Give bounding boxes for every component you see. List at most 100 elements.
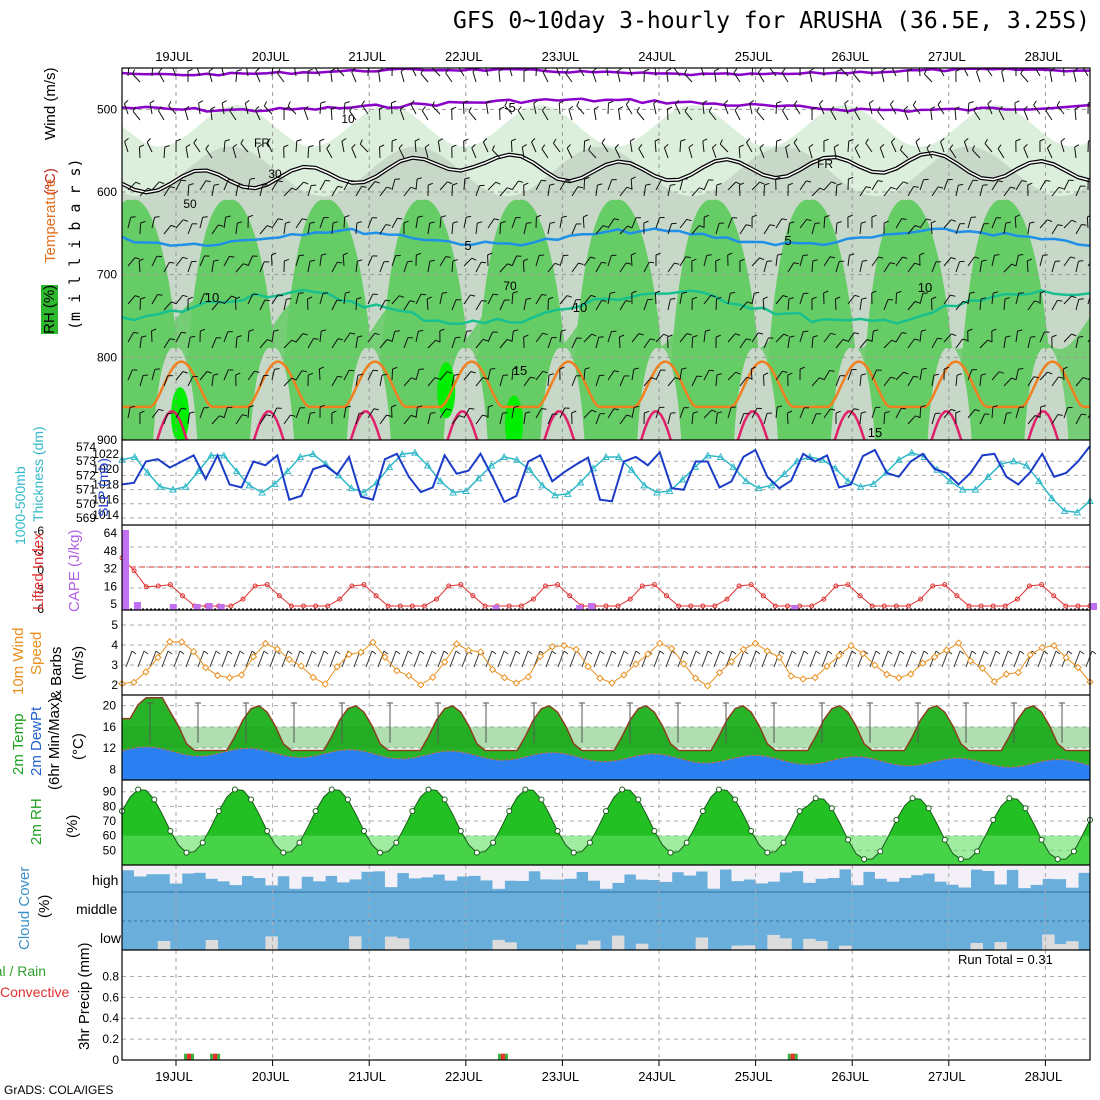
- wind-barb: [1003, 337, 1007, 349]
- wind10-barb: [449, 650, 457, 668]
- wind-barb: [124, 141, 129, 153]
- wind10-marker: [440, 658, 449, 666]
- wind-barb: [307, 261, 311, 273]
- wind-barb: [487, 181, 497, 191]
- slp-ylabel: SLP (mb): [95, 458, 111, 517]
- thickness-marker: [538, 481, 547, 489]
- wind-barb-flag: [526, 297, 532, 300]
- wind-barb-flag: [392, 366, 398, 370]
- wind10-barb-flag: [383, 650, 389, 655]
- rh2m-marker: [845, 836, 851, 843]
- wind-barb: [487, 293, 494, 305]
- wind-barb: [763, 261, 768, 273]
- cloud-high-gap: [576, 865, 589, 872]
- wind-barb: [235, 336, 238, 349]
- thickness-marker: [831, 464, 840, 472]
- wind10-marker: [751, 639, 760, 647]
- thickness-marker: [270, 479, 279, 487]
- wind-barb: [427, 377, 436, 387]
- wind-barb-flag: [1064, 63, 1069, 65]
- wind10-barb: [713, 650, 721, 668]
- thickness-marker: [385, 462, 394, 470]
- wind10-marker: [536, 652, 544, 661]
- wind-barb-flag: [530, 376, 536, 379]
- wind10-barb-flag: [791, 650, 797, 655]
- wind-barb-flag: [590, 294, 596, 298]
- wind-barb-flag: [344, 215, 350, 218]
- wind-barb-flag: [303, 106, 309, 110]
- wind-barb-flag: [332, 221, 338, 224]
- date-label-top: 20JUL: [252, 49, 290, 64]
- wind-barb: [786, 412, 789, 425]
- wind-barb: [139, 375, 144, 387]
- wind-barb-flag: [793, 262, 799, 265]
- wind-barb: [427, 413, 431, 425]
- rh2m-marker: [764, 849, 771, 856]
- wind-barb: [123, 103, 129, 115]
- wind-barb-flag: [151, 328, 157, 332]
- wind-barb-flag: [350, 332, 356, 335]
- wind-barb-flag: [236, 335, 242, 338]
- wind10-barb: [509, 650, 517, 668]
- wind-barb-flag: [674, 377, 681, 380]
- wind-barb: [127, 332, 134, 343]
- wind10-marker: [703, 682, 712, 690]
- wind-barb: [799, 218, 808, 229]
- wind-barb: [1027, 337, 1031, 349]
- wind-barb: [763, 374, 765, 387]
- wind-barb-flag: [294, 63, 298, 66]
- wind-barb-flag: [583, 214, 589, 218]
- cloud-low-gap: [576, 944, 589, 950]
- wind-barb-flag: [712, 144, 717, 148]
- wind-barb: [883, 339, 893, 349]
- wind-barb: [1003, 263, 1013, 273]
- wind-barb: [775, 218, 783, 229]
- wind-barb: [175, 332, 182, 343]
- wind-barb: [991, 406, 994, 419]
- wind-barb: [967, 409, 976, 419]
- wind10-marker: [1038, 643, 1046, 652]
- wind-barb: [127, 295, 136, 305]
- wind-barb: [926, 147, 933, 159]
- wind10-barb-flag: [1055, 650, 1061, 655]
- wind-barb-flag: [777, 405, 783, 408]
- wind-barb-flag: [287, 101, 291, 107]
- wind-barb-flag: [248, 214, 254, 218]
- wind-barb-flag: [344, 101, 350, 104]
- wind-barb: [439, 371, 448, 381]
- wind-barb: [762, 298, 765, 311]
- cloud-high-gap: [1030, 865, 1043, 885]
- wind-barb: [775, 333, 785, 343]
- lifted-marker: [869, 603, 875, 609]
- wind-barb-flag: [630, 176, 636, 180]
- wind-barb-flag: [812, 259, 818, 262]
- wind10-barb-flag: [419, 650, 425, 655]
- wind-barb: [619, 414, 627, 425]
- rh2m-marker: [1022, 805, 1029, 812]
- wind-barb-flag: [923, 69, 928, 75]
- wind-barb: [571, 299, 577, 311]
- wind-barb: [654, 68, 657, 77]
- wind10-barb-flag: [503, 650, 509, 655]
- wind-barb: [132, 111, 141, 121]
- wind-barb: [751, 257, 760, 267]
- wind-barb-flag: [617, 68, 622, 72]
- wind-barb: [475, 261, 482, 273]
- wind10-barb-flag: [695, 650, 701, 655]
- wind-barb-flag: [342, 252, 348, 256]
- wind-barb: [511, 331, 514, 343]
- precip-bar-conv: [213, 1053, 218, 1060]
- wind-barb: [738, 184, 741, 197]
- wind-barb-flag: [1020, 69, 1024, 74]
- rh2m-marker: [506, 808, 513, 815]
- wind-barb: [361, 104, 369, 115]
- wind10-barb: [125, 650, 133, 668]
- wind-barb: [379, 300, 386, 311]
- wind-barb-flag: [871, 290, 877, 294]
- wind-barb-flag: [358, 412, 364, 414]
- wind-barb-flag: [852, 68, 857, 74]
- cloud-high-gap: [552, 865, 565, 880]
- wind-barb-flag: [326, 144, 331, 149]
- speed-ylabel: Speed: [28, 631, 45, 675]
- wind-barb-flag: [182, 371, 188, 374]
